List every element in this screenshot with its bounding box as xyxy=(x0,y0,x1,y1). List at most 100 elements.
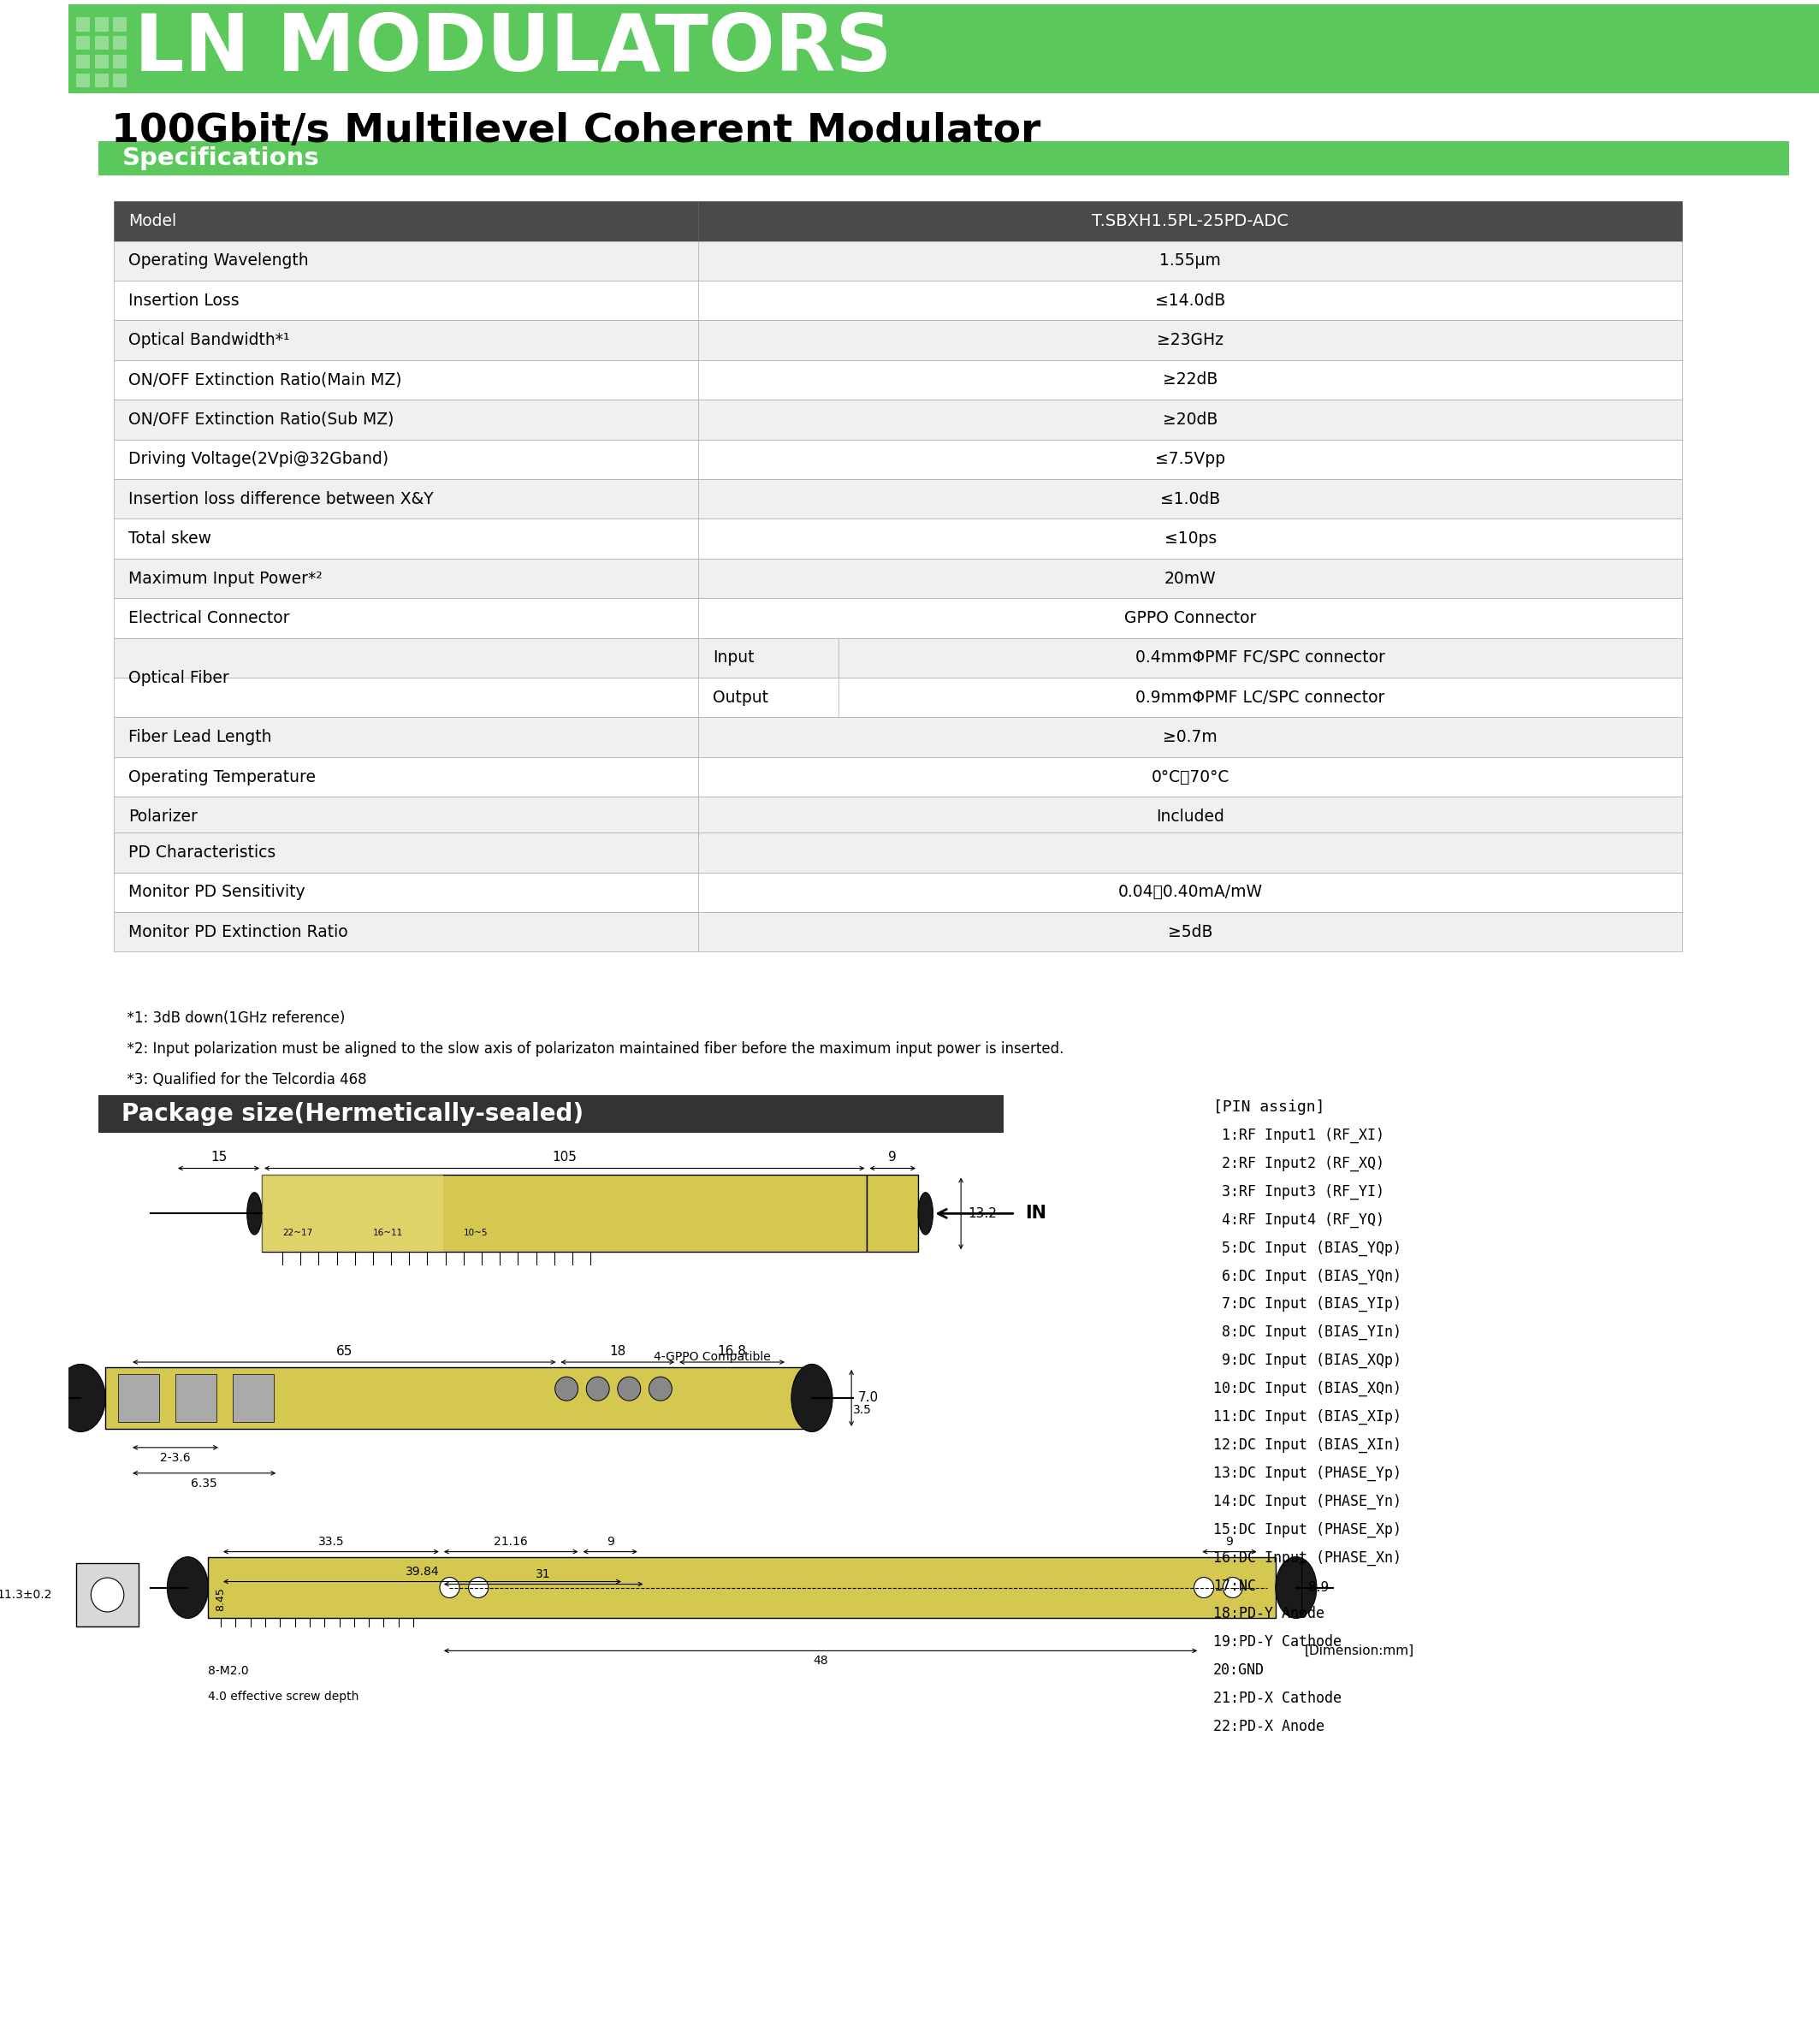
Text: 22~17: 22~17 xyxy=(282,1228,313,1237)
Bar xyxy=(113,280,1683,321)
Text: 12:DC Input (BIAS_XIn): 12:DC Input (BIAS_XIn) xyxy=(1213,1437,1401,1453)
Text: Specifications: Specifications xyxy=(122,147,320,170)
Text: Input: Input xyxy=(713,650,755,666)
Bar xyxy=(76,16,91,31)
Bar xyxy=(69,4,1819,94)
Text: 18: 18 xyxy=(609,1345,626,1357)
Text: Monitor PD Extinction Ratio: Monitor PD Extinction Ratio xyxy=(129,924,347,940)
Text: 5:DC Input (BIAS_YQp): 5:DC Input (BIAS_YQp) xyxy=(1213,1241,1401,1255)
Text: 16~11: 16~11 xyxy=(373,1228,404,1237)
Text: 17:NC: 17:NC xyxy=(1213,1578,1255,1594)
Text: 6.35: 6.35 xyxy=(191,1478,216,1490)
Text: 20mW: 20mW xyxy=(1164,570,1217,587)
Bar xyxy=(113,717,1683,756)
Circle shape xyxy=(1222,1578,1242,1598)
Text: 2-3.6: 2-3.6 xyxy=(160,1451,191,1464)
Text: 4.0 effective screw depth: 4.0 effective screw depth xyxy=(209,1690,358,1703)
Text: 4-GPPO Compatible: 4-GPPO Compatible xyxy=(653,1351,771,1363)
Bar xyxy=(113,519,1683,558)
Text: 10~5: 10~5 xyxy=(464,1228,487,1237)
Text: ≤10ps: ≤10ps xyxy=(1164,531,1217,548)
Text: PD Characteristics: PD Characteristics xyxy=(129,844,276,861)
Text: 6:DC Input (BIAS_YQn): 6:DC Input (BIAS_YQn) xyxy=(1213,1267,1401,1284)
Text: Operating Temperature: Operating Temperature xyxy=(129,769,317,785)
Text: 100Gbit/s Multilevel Coherent Modulator: 100Gbit/s Multilevel Coherent Modulator xyxy=(111,112,1040,151)
Text: ON/OFF Extinction Ratio(Sub MZ): ON/OFF Extinction Ratio(Sub MZ) xyxy=(129,411,395,427)
Bar xyxy=(113,241,1683,280)
Bar xyxy=(95,74,109,88)
Bar xyxy=(209,1558,1275,1619)
Text: IN: IN xyxy=(1026,1206,1046,1222)
Text: ≥22dB: ≥22dB xyxy=(1162,372,1219,388)
Bar xyxy=(113,832,698,873)
Text: Electrical Connector: Electrical Connector xyxy=(129,609,289,625)
Bar xyxy=(113,679,1683,717)
Text: 8:DC Input (BIAS_YIn): 8:DC Input (BIAS_YIn) xyxy=(1213,1325,1401,1341)
Text: 8.45: 8.45 xyxy=(215,1588,226,1611)
Text: 33.5: 33.5 xyxy=(318,1535,344,1547)
Text: ≥0.7m: ≥0.7m xyxy=(1162,730,1217,746)
Text: 48: 48 xyxy=(813,1656,828,1668)
Bar xyxy=(233,1374,275,1423)
Text: Maximum Input Power*²: Maximum Input Power*² xyxy=(129,570,322,587)
Text: 21.16: 21.16 xyxy=(495,1535,528,1547)
Text: ≤14.0dB: ≤14.0dB xyxy=(1155,292,1226,309)
Bar xyxy=(113,401,1683,439)
Text: GPPO Connector: GPPO Connector xyxy=(1124,609,1257,625)
Text: 65: 65 xyxy=(337,1345,353,1357)
Circle shape xyxy=(440,1578,460,1598)
Text: 0°C～70°C: 0°C～70°C xyxy=(1151,769,1230,785)
Text: ≥23GHz: ≥23GHz xyxy=(1157,331,1224,347)
Text: 20:GND: 20:GND xyxy=(1213,1662,1264,1678)
Ellipse shape xyxy=(56,1363,106,1431)
Bar xyxy=(76,37,91,49)
Text: Insertion loss difference between X&Y: Insertion loss difference between X&Y xyxy=(129,491,433,507)
Text: 3:RF Input3 (RF_YI): 3:RF Input3 (RF_YI) xyxy=(1213,1183,1384,1200)
Text: Optical Fiber: Optical Fiber xyxy=(129,670,229,687)
Bar xyxy=(113,439,1683,478)
Text: Monitor PD Sensitivity: Monitor PD Sensitivity xyxy=(129,885,306,899)
Bar xyxy=(113,873,1683,912)
Text: 10:DC Input (BIAS_XQn): 10:DC Input (BIAS_XQn) xyxy=(1213,1382,1401,1396)
Text: [PIN assign]: [PIN assign] xyxy=(1213,1100,1324,1114)
Text: Total skew: Total skew xyxy=(129,531,211,548)
Bar xyxy=(262,1175,444,1253)
Bar xyxy=(76,1564,138,1627)
Bar xyxy=(175,1374,216,1423)
Bar xyxy=(95,55,109,69)
Text: 14:DC Input (PHASE_Yn): 14:DC Input (PHASE_Yn) xyxy=(1213,1494,1401,1508)
Text: Operating Wavelength: Operating Wavelength xyxy=(129,253,309,270)
Text: 9: 9 xyxy=(1226,1535,1233,1547)
Bar xyxy=(113,756,1683,797)
Bar xyxy=(106,1367,811,1429)
Text: 1.55μm: 1.55μm xyxy=(1159,253,1221,270)
Text: 21:PD-X Cathode: 21:PD-X Cathode xyxy=(1213,1690,1341,1707)
Text: Insertion Loss: Insertion Loss xyxy=(129,292,240,309)
Text: 16.8: 16.8 xyxy=(717,1345,746,1357)
Text: Optical Bandwidth*¹: Optical Bandwidth*¹ xyxy=(129,331,289,347)
Text: 9: 9 xyxy=(606,1535,615,1547)
Bar xyxy=(113,16,126,31)
Text: ≤1.0dB: ≤1.0dB xyxy=(1161,491,1221,507)
Circle shape xyxy=(1193,1578,1213,1598)
Bar xyxy=(113,558,1683,599)
Bar xyxy=(868,1175,919,1253)
Text: Included: Included xyxy=(1157,809,1224,826)
Text: 13.2: 13.2 xyxy=(968,1208,997,1220)
Circle shape xyxy=(618,1378,640,1400)
Bar xyxy=(98,141,1790,176)
Text: 0.4mmΦPMF FC/SPC connector: 0.4mmΦPMF FC/SPC connector xyxy=(1135,650,1384,666)
Text: 16:DC Input (PHASE_Xn): 16:DC Input (PHASE_Xn) xyxy=(1213,1549,1401,1566)
Text: ON/OFF Extinction Ratio(Main MZ): ON/OFF Extinction Ratio(Main MZ) xyxy=(129,372,402,388)
Bar xyxy=(95,16,109,31)
Ellipse shape xyxy=(919,1192,933,1235)
Text: Model: Model xyxy=(129,213,176,229)
Text: 9: 9 xyxy=(888,1151,897,1163)
Bar xyxy=(113,360,1683,401)
Circle shape xyxy=(649,1378,671,1400)
Bar xyxy=(113,37,126,49)
Text: 2:RF Input2 (RF_XQ): 2:RF Input2 (RF_XQ) xyxy=(1213,1155,1384,1171)
Text: 105: 105 xyxy=(553,1151,577,1163)
Text: ≥20dB: ≥20dB xyxy=(1162,411,1219,427)
Bar xyxy=(118,1374,158,1423)
